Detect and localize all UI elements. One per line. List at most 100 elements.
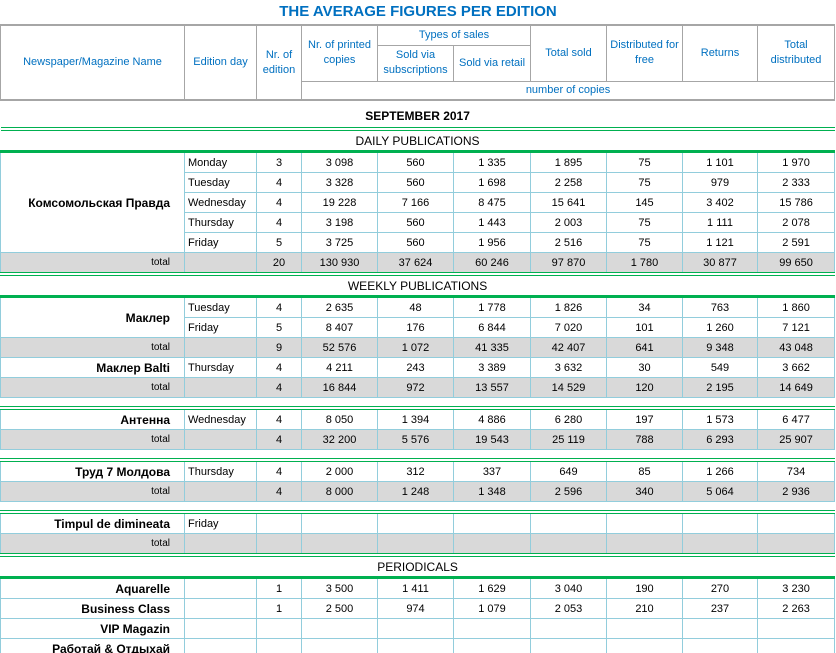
value-cell <box>301 638 378 653</box>
value-cell <box>377 533 454 556</box>
value-cell: 4 <box>256 172 302 193</box>
value-cell: 2 635 <box>301 296 378 318</box>
value-cell: 6 280 <box>530 406 607 430</box>
edition-day: Thursday <box>184 458 257 482</box>
edition-day: Wednesday <box>184 192 257 213</box>
value-cell: 1 895 <box>530 151 607 173</box>
edition-day: Thursday <box>184 212 257 233</box>
gap-row <box>1 450 835 461</box>
total-label: total <box>0 533 185 556</box>
value-cell: 14 529 <box>530 377 607 398</box>
value-cell: 8 000 <box>301 481 378 502</box>
total-row: total <box>0 533 836 556</box>
value-cell: 2 936 <box>756 481 836 502</box>
value-cell: 32 200 <box>301 429 378 450</box>
header-free: Distributed for free <box>606 24 684 82</box>
header-subscriptions: Sold via subscriptions <box>377 44 454 82</box>
table-row: Маклер Tuesday 4 2 635 48 1 778 1 826 34 763 1 86… <box>0 296 836 338</box>
value-cell: 1 <box>256 598 302 619</box>
publication-name: Работай & Отдыхай <box>0 638 185 653</box>
publication-name: Труд 7 Молдова <box>0 458 185 482</box>
value-cell: 1 101 <box>682 151 758 173</box>
value-cell: 97 870 <box>530 252 607 275</box>
section-title: PERIODICALS <box>0 553 835 579</box>
value-cell: 560 <box>377 151 454 173</box>
value-cell: 560 <box>377 212 454 233</box>
value-cell: 788 <box>606 429 683 450</box>
value-cell: 3 328 <box>301 172 378 193</box>
edition-day <box>184 598 257 619</box>
value-cell: 1 443 <box>453 212 531 233</box>
value-cell: 75 <box>606 151 683 173</box>
value-cell: 1 698 <box>453 172 531 193</box>
value-cell: 4 <box>256 296 302 318</box>
total-row: total 4 32 200 5 576 19 543 25 119 788 6 293 25 … <box>0 429 836 450</box>
value-cell <box>530 638 607 653</box>
total-label: total <box>0 481 185 502</box>
value-cell: 2 596 <box>530 481 607 502</box>
value-cell <box>682 638 758 653</box>
value-cell: 4 <box>256 458 302 482</box>
value-cell: 312 <box>377 458 454 482</box>
value-cell <box>301 618 378 639</box>
value-cell: 1 111 <box>682 212 758 233</box>
empty-cell <box>184 481 257 502</box>
value-cell <box>530 533 607 556</box>
value-cell: 60 246 <box>453 252 531 275</box>
edition-day: Tuesday <box>184 172 257 193</box>
value-cell: 1 266 <box>682 458 758 482</box>
header-unit: number of copies <box>300 80 836 100</box>
value-cell: 4 <box>256 192 302 213</box>
value-cell <box>256 618 302 639</box>
value-cell <box>453 510 531 534</box>
value-cell: 52 576 <box>301 337 378 358</box>
section-row: DAILY PUBLICATIONS <box>0 127 835 153</box>
value-cell: 1 778 <box>453 296 531 318</box>
value-cell: 30 877 <box>682 252 758 275</box>
header-retail: Sold via retail <box>452 44 532 82</box>
value-cell: 19 543 <box>453 429 531 450</box>
value-cell: 6 477 <box>756 406 836 430</box>
value-cell <box>453 638 531 653</box>
publication-name: Маклер <box>0 296 185 338</box>
value-cell: 1 079 <box>453 598 531 619</box>
table-row: Friday 5 8 407 176 6 844 7 020 101 1 260 7 121 <box>1 317 836 338</box>
edition-day: Thursday <box>184 357 257 378</box>
value-cell: 7 121 <box>756 317 836 338</box>
value-cell: 25 119 <box>530 429 607 450</box>
empty-cell <box>184 252 257 275</box>
value-cell: 4 <box>256 357 302 378</box>
value-cell <box>377 638 454 653</box>
edition-day: Friday <box>184 510 257 534</box>
edition-day: Friday <box>184 317 257 338</box>
value-cell: 8 475 <box>453 192 531 213</box>
value-cell: 972 <box>377 377 454 398</box>
empty-cell <box>184 377 257 398</box>
period-row: SEPTEMBER 2017 <box>1 101 835 129</box>
value-cell: 5 064 <box>682 481 758 502</box>
spacer <box>1 450 835 461</box>
value-cell: 145 <box>606 192 683 213</box>
edition-day: Friday <box>184 232 257 253</box>
value-cell <box>756 618 836 639</box>
value-cell <box>530 618 607 639</box>
value-cell <box>256 638 302 653</box>
period-label: SEPTEMBER 2017 <box>365 109 470 123</box>
spacer <box>1 502 835 513</box>
value-cell <box>756 510 836 534</box>
value-cell: 13 557 <box>453 377 531 398</box>
header-edition-day: Edition day <box>184 24 257 101</box>
value-cell: 15 786 <box>756 192 836 213</box>
empty-cell <box>184 429 257 450</box>
value-cell: 16 844 <box>301 377 378 398</box>
value-cell: 7 020 <box>530 317 607 338</box>
table-row: Aquarelle 1 3 500 1 411 1 629 3 040 190 270 3 23… <box>0 577 836 599</box>
value-cell: 641 <box>606 337 683 358</box>
table-row: VIP Magazin <box>0 618 836 639</box>
table-row: Труд 7 Молдова Thursday 4 2 000 312 337 649 85 1… <box>0 458 836 482</box>
value-cell: 1 956 <box>453 232 531 253</box>
value-cell: 3 632 <box>530 357 607 378</box>
value-cell: 3 <box>256 151 302 173</box>
value-cell: 3 389 <box>453 357 531 378</box>
value-cell: 2 516 <box>530 232 607 253</box>
